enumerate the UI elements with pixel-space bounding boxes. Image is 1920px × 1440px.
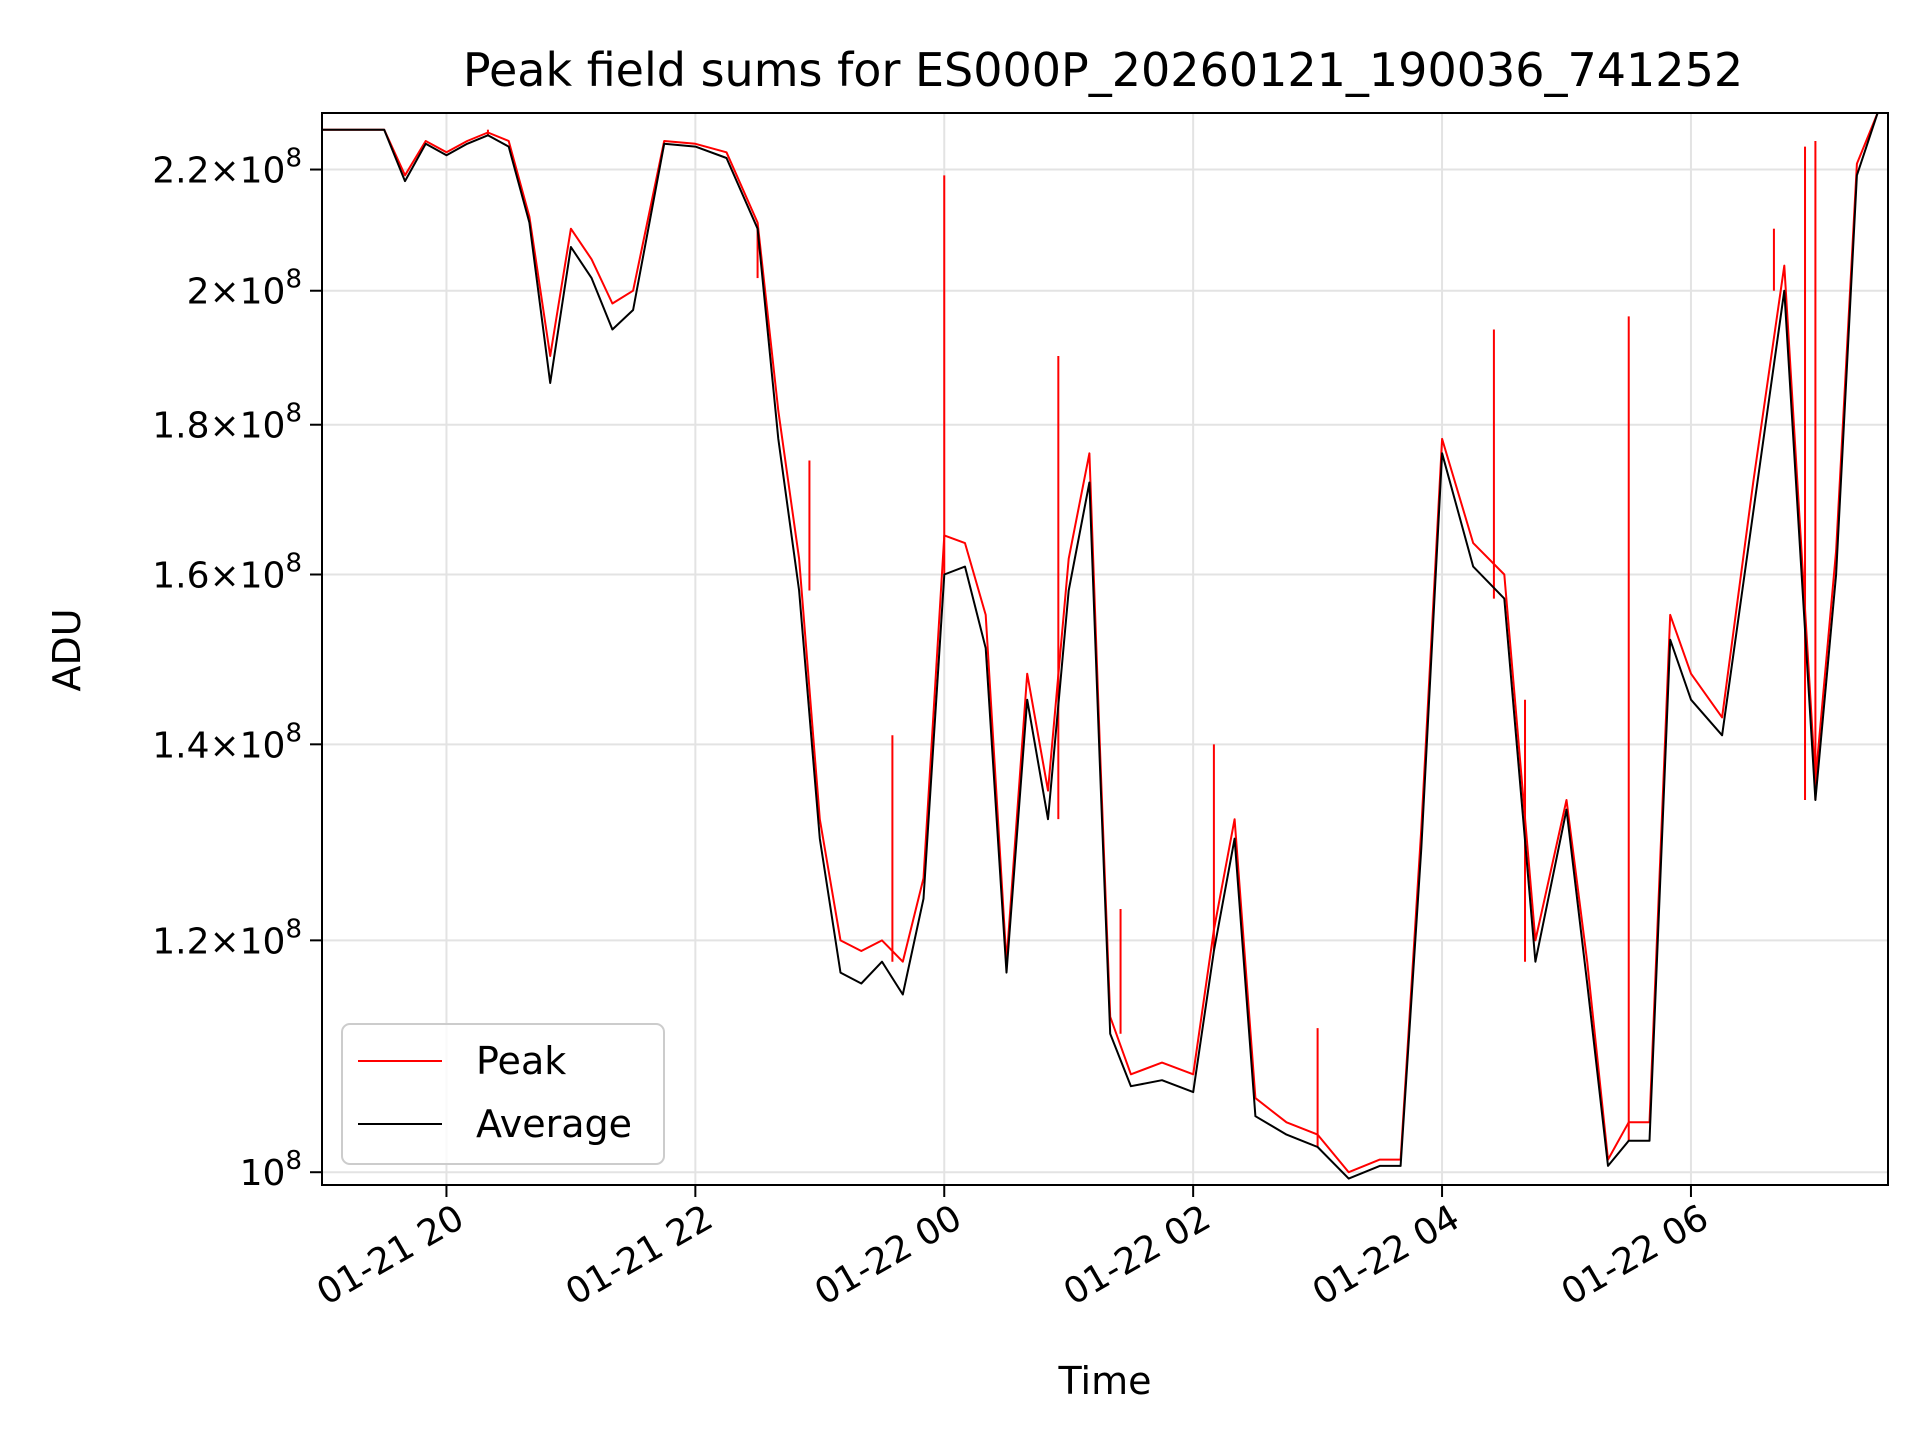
legend-average-label: Average — [476, 1102, 632, 1146]
legend-box — [341, 1023, 665, 1165]
y-tick-label: 1.4×108 — [152, 718, 302, 766]
legend: Peak Average — [341, 1023, 665, 1165]
y-tick-label: 2×108 — [187, 265, 302, 313]
y-tick-label: 1.6×108 — [152, 549, 302, 597]
average-line — [322, 113, 1879, 1180]
y-tick-label: 1.8×108 — [152, 399, 302, 447]
legend-peak-label: Peak — [476, 1039, 566, 1083]
y-tick-label: 2.2×108 — [152, 144, 302, 192]
grid — [322, 113, 1888, 1185]
plot-area — [321, 112, 1889, 1186]
plot-frame — [321, 112, 1889, 1186]
y-axis: 1081.2×1081.4×1081.6×1081.8×1082×1082.2×… — [152, 144, 322, 1194]
average-series — [322, 113, 1879, 1180]
x-axis-label: Time — [1058, 1359, 1152, 1403]
chart-title: Peak field sums for ES000P_20260121_1900… — [463, 43, 1743, 97]
y-tick-label: 1.2×108 — [152, 914, 302, 962]
y-axis-label: ADU — [45, 608, 89, 691]
